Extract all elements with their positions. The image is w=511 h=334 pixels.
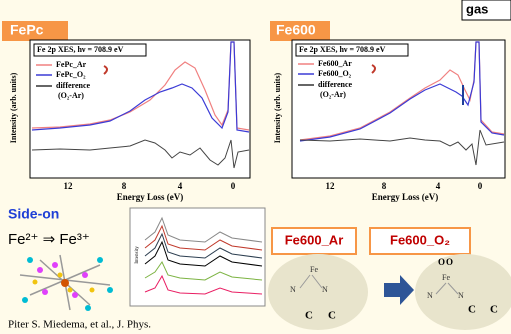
legend-entry: Fe600_Ar — [318, 59, 352, 68]
x-tick-label: 4 — [436, 181, 441, 191]
atom-label: Fe — [310, 265, 318, 274]
x-tick-label: 4 — [178, 181, 183, 191]
legend-entry: (O₂-Ar) — [58, 91, 84, 100]
legend-entry: difference — [56, 81, 91, 90]
panel-label: FePc — [10, 22, 44, 38]
atom-label: C — [468, 304, 476, 316]
inset-y-label: Intensity — [135, 246, 140, 264]
y-label: Intensity (arb. units) — [9, 72, 18, 143]
transition: Fe²⁺ ⇒ Fe³⁺ — [8, 231, 90, 248]
x-tick-label: 0 — [478, 181, 483, 191]
scheme-bg — [268, 254, 368, 330]
legend-title: Fe 2p XES, hν = 708.9 eV — [299, 45, 386, 54]
panel-fepc: FePc Fe 2p XES, hν = 708.9 eV FePc_Ar Fe… — [2, 21, 250, 202]
x-tick-label: 12 — [326, 181, 336, 191]
atom-label: C — [490, 304, 498, 316]
x-label: Energy Loss (eV) — [117, 192, 184, 202]
atom-label: N — [290, 285, 296, 294]
legend-entry: FePc_O₂ — [56, 70, 86, 79]
atom-label: Fe — [442, 273, 450, 282]
legend-title: Fe 2p XES, hν = 708.9 eV — [37, 45, 124, 54]
side-on: Side-on — [8, 206, 59, 222]
x-tick-label: 12 — [64, 181, 74, 191]
atom-label: O — [438, 257, 445, 267]
legend-entry: Fe600_O₂ — [318, 69, 352, 78]
atom-label: N — [322, 285, 328, 294]
atom-label: N — [458, 291, 464, 300]
y-label: Intensity (arb. units) — [273, 72, 282, 143]
x-tick-label: 8 — [122, 181, 127, 191]
x-tick-label: 0 — [231, 181, 236, 191]
x-label: Energy Loss (eV) — [372, 192, 439, 202]
inset-graph: Intensity — [130, 208, 265, 306]
atom-label: C — [328, 310, 336, 322]
caption: Piter S. Miedema, et al., J. Phys. — [8, 319, 151, 331]
state-label: Fe600_O₂ — [390, 232, 450, 247]
atom-label: O — [446, 257, 453, 267]
panel-fe600: Fe600 Fe 2p XES, hν = 708.9 eV Fe600_Ar … — [270, 21, 505, 202]
legend-entry: FePc_Ar — [56, 60, 87, 69]
legend-entry: (O₂-Ar) — [320, 90, 346, 99]
panel-label: Fe600 — [276, 22, 316, 38]
atom-label: N — [427, 291, 433, 300]
legend-entry: difference — [318, 80, 353, 89]
gas-label: gas — [466, 1, 488, 16]
state-label: Fe600_Ar — [285, 232, 344, 247]
atom-label: C — [305, 310, 313, 322]
x-tick-label: 8 — [382, 181, 387, 191]
slide: gas FePc Fe 2p XES, hν = 708.9 eV FePc_A… — [0, 0, 511, 334]
